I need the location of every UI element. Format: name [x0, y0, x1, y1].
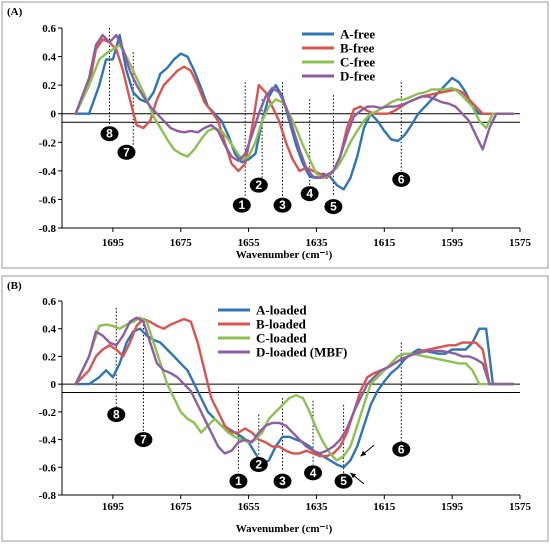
panel-a-y-tick-label: -0.2 [39, 137, 57, 149]
panel-a-y-tick-label: 0 [51, 109, 57, 121]
panel-a-marker-badge-3 [273, 197, 292, 213]
panel-a-x-tick-label: 1655 [238, 237, 261, 249]
panel-a-y-tick-label: -0.8 [39, 223, 57, 235]
panel-b-x-tick-label: 1675 [170, 501, 193, 513]
panel-b-marker-badge-2 [249, 457, 268, 473]
panel-b-legend-label-3: C-loaded [256, 331, 307, 346]
panel-a-x-tick-label: 1635 [305, 237, 328, 249]
panel-a-marker-label-3: 3 [279, 198, 286, 212]
panel-a-xlabel: Wavenumber (cm⁻¹) [236, 249, 333, 261]
panel-b-y-tick-label: 0.2 [42, 351, 56, 363]
panel-a-marker-label-1: 1 [238, 198, 245, 212]
panel-a-marker-badge-8 [100, 126, 119, 142]
panel-b-marker-badge-6 [392, 441, 411, 457]
panel-b-x-tick-label: 1655 [238, 501, 261, 513]
panel-a-frame [1, 1, 549, 269]
panel-b-series-line-2 [74, 317, 515, 458]
panel-a-marker-badge-6 [392, 171, 411, 187]
panel-b-series-line-1 [74, 327, 515, 469]
panel-b-legend-label-2: B-loaded [256, 317, 307, 332]
panel-a: (A) Wavenumber (cm⁻¹) [1, 1, 549, 269]
panel-b-legend-label-4: D-loaded (MBF) [256, 345, 347, 360]
panel-b: (B) Wavenumber (cm⁻¹) [1, 275, 549, 542]
panel-b-marker-badge-4 [304, 465, 323, 481]
panel-b-x-tick-label: 1635 [305, 501, 328, 513]
panel-b-marker-label-6: 6 [398, 442, 405, 456]
panel-a-y-tick-label: 0.2 [42, 80, 56, 92]
panel-b-series-line-4 [74, 316, 515, 455]
panel-a-series-line-4 [74, 33, 515, 180]
panel-b-y-tick-label: 0.4 [42, 324, 56, 336]
panel-a-x-tick-label: 1675 [170, 237, 193, 249]
panel-a-y-tick-label: -0.6 [39, 194, 57, 206]
panel-b-series-line-3 [74, 316, 515, 462]
panel-b-x-tick-label: 1615 [373, 501, 396, 513]
panel-b-legend-label-1: A-loaded [256, 303, 307, 318]
panel-b-y-tick-label: -0.6 [39, 462, 57, 474]
panel-a-marker-label-6: 6 [398, 172, 405, 186]
panel-a-legend-label-1: A-free [340, 27, 375, 42]
panel-a-marker-label-2: 2 [255, 178, 262, 192]
panel-a-x-tick-label: 1595 [441, 237, 464, 249]
panel-a-y-tick-label: 0.4 [42, 52, 56, 64]
panel-b-y-tick-label: 0.6 [42, 296, 56, 308]
panel-b-x-tick-label: 1695 [102, 501, 125, 513]
panel-a-legend-label-3: C-free [340, 55, 375, 70]
panel-a-y-tick-label: -0.4 [39, 166, 57, 178]
panel-b-marker-badge-1 [229, 473, 248, 489]
panel-b-x-tick-label: 1575 [509, 501, 532, 513]
panel-b-marker-label-8: 8 [113, 408, 120, 422]
panel-a-marker-label-4: 4 [306, 187, 313, 201]
panel-a-marker-label-7: 7 [123, 145, 130, 159]
panel-a-label: (A) [7, 6, 23, 18]
panel-a-series-line-3 [74, 43, 515, 180]
panel-a-legend-label-2: B-free [340, 41, 375, 56]
panel-b-marker-label-7: 7 [140, 433, 147, 447]
panel-a-x-tick-label: 1615 [373, 237, 396, 249]
panel-a-marker-badge-4 [300, 186, 319, 202]
panel-b-arrow-head-1 [360, 450, 367, 457]
panel-a-x-tick-label: 1695 [102, 237, 125, 249]
panel-b-marker-badge-7 [134, 432, 153, 448]
panel-a-marker-badge-7 [117, 144, 136, 160]
panel-b-label: (B) [7, 280, 22, 292]
panel-a-x-tick-label: 1575 [509, 237, 532, 249]
panel-a-marker-badge-2 [249, 177, 268, 193]
panel-a-marker-badge-5 [324, 199, 343, 215]
panel-b-marker-badge-8 [107, 407, 126, 423]
panel-b-y-tick-label: -0.4 [39, 435, 57, 447]
panel-b-frame [1, 275, 549, 542]
panel-b-marker-label-5: 5 [340, 474, 347, 488]
panel-b-marker-label-4: 4 [310, 466, 317, 480]
panel-a-legend-label-4: D-free [340, 69, 375, 84]
panel-b-y-tick-label: 0 [51, 379, 57, 391]
panel-a-y-tick-label: 0.6 [42, 23, 56, 35]
panel-a-marker-badge-1 [232, 197, 251, 213]
panel-b-marker-label-1: 1 [235, 474, 242, 488]
panel-b-marker-badge-3 [273, 473, 292, 489]
panel-b-marker-label-2: 2 [255, 458, 262, 472]
panel-b-y-tick-label: -0.2 [39, 407, 57, 419]
panel-b-y-tick-label: -0.8 [39, 490, 57, 502]
panel-b-xlabel: Wavenumber (cm⁻¹) [236, 523, 333, 535]
panel-b-marker-badge-5 [334, 473, 353, 489]
panel-a-marker-label-8: 8 [106, 127, 113, 141]
panel-b-marker-label-3: 3 [279, 474, 286, 488]
panel-b-x-tick-label: 1595 [441, 501, 464, 513]
panel-b-arrow-head-2 [350, 472, 357, 479]
panel-a-marker-label-5: 5 [330, 200, 337, 214]
